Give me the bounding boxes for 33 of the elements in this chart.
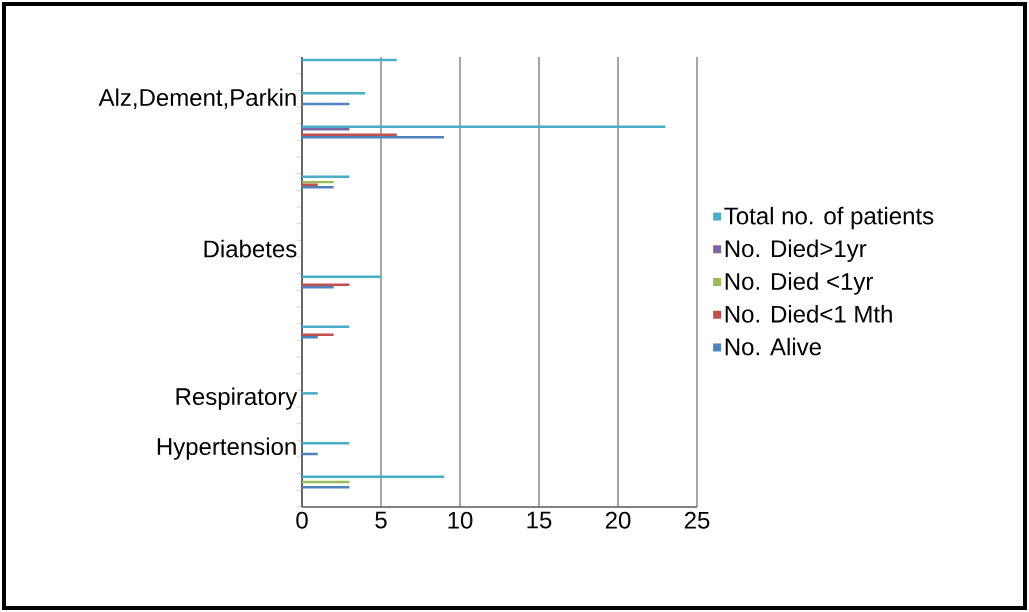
legend-label: No. Died <1yr [725,272,873,295]
bar [302,175,350,178]
y-tick-label: Diabetes [204,239,297,258]
bar [302,325,350,328]
bar [302,133,397,136]
x-tick-label: 0 [296,511,308,529]
bar [302,128,350,131]
x-tick-label: 10 [448,511,473,529]
legend-label: No. Alive [725,337,821,356]
legend-label: No. Died>1yr [725,239,867,262]
bar [302,333,334,336]
x-tick-label: 25 [684,511,710,529]
x-tick-label: 5 [375,511,387,529]
bar [302,136,445,139]
bar [302,286,334,289]
bar [302,475,445,478]
bar [302,92,366,95]
legend-label: No. Died<1 Mth [725,305,892,323]
bar [302,125,666,128]
bar [302,186,334,189]
legend-label: Total no. of patients [724,206,934,230]
x-tick-label: 15 [527,511,552,529]
bar [302,442,350,445]
y-tick-label: Hypertension [157,437,296,460]
bar [302,486,350,489]
y-tick-label: Alz,Dement,Parkin [98,88,296,109]
y-tick-label: Respiratory [176,387,298,410]
x-tick-label: 20 [605,511,631,529]
bar [302,183,318,186]
bar [302,336,318,339]
bar [302,275,381,278]
bar [302,283,350,286]
bar [302,392,318,395]
